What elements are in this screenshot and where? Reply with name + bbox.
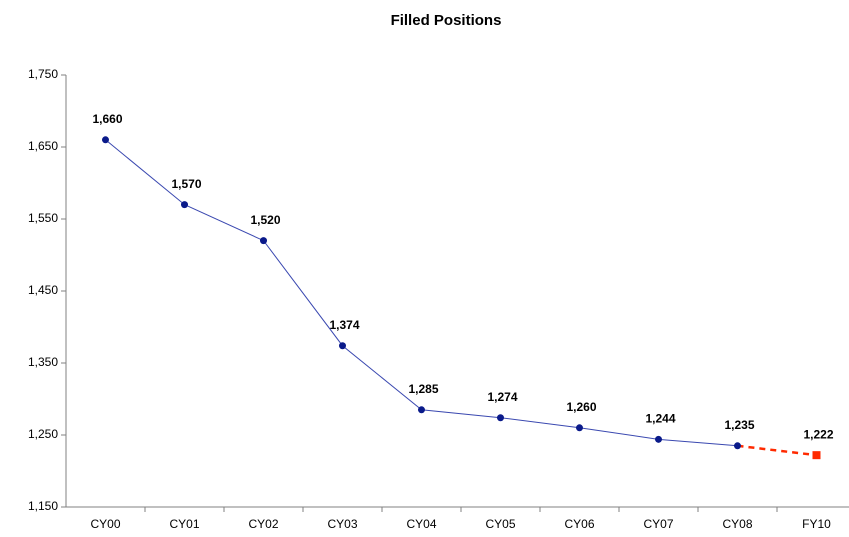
x-tick-label: FY10 — [802, 517, 831, 531]
marker — [576, 424, 583, 432]
data-label: 1,570 — [171, 177, 201, 191]
y-tick-label: 1,550 — [28, 211, 58, 225]
data-label: 1,374 — [329, 318, 359, 332]
marker — [812, 451, 821, 460]
data-label: 1,520 — [250, 213, 280, 227]
x-tick-label: CY02 — [248, 517, 278, 531]
x-tick-label: CY01 — [169, 517, 199, 531]
data-label: 1,274 — [487, 390, 517, 404]
y-tick-label: 1,650 — [28, 139, 58, 153]
line — [737, 444, 817, 457]
chart-title: Filled Positions — [391, 12, 502, 29]
y-tick-label: 1,250 — [28, 427, 58, 441]
data-label: 1,235 — [724, 418, 754, 432]
marker — [260, 237, 267, 245]
x-tick-label: CY03 — [327, 517, 357, 531]
x-tick-label: CY04 — [406, 517, 436, 531]
y-tick-label: 1,350 — [28, 355, 58, 369]
x-tick-label: CY06 — [564, 517, 594, 531]
x-tick-label: CY05 — [485, 517, 515, 531]
marker — [497, 414, 504, 422]
data-label: 1,660 — [92, 112, 122, 126]
marker — [339, 342, 346, 350]
x-tick-label: CY00 — [90, 517, 120, 531]
data-label: 1,222 — [803, 427, 833, 441]
x-tick-label: CY07 — [643, 517, 673, 531]
y-tick-label: 1,150 — [28, 499, 58, 513]
marker — [734, 442, 741, 450]
marker — [418, 406, 425, 414]
data-label: 1,285 — [408, 382, 438, 396]
y-tick-label: 1,750 — [28, 67, 58, 81]
y-tick-label: 1,450 — [28, 283, 58, 297]
x-tick-label: CY08 — [722, 517, 752, 531]
marker — [655, 435, 662, 443]
data-label: 1,244 — [645, 411, 675, 425]
marker — [181, 201, 188, 209]
data-label: 1,260 — [566, 400, 596, 414]
marker — [102, 136, 109, 144]
